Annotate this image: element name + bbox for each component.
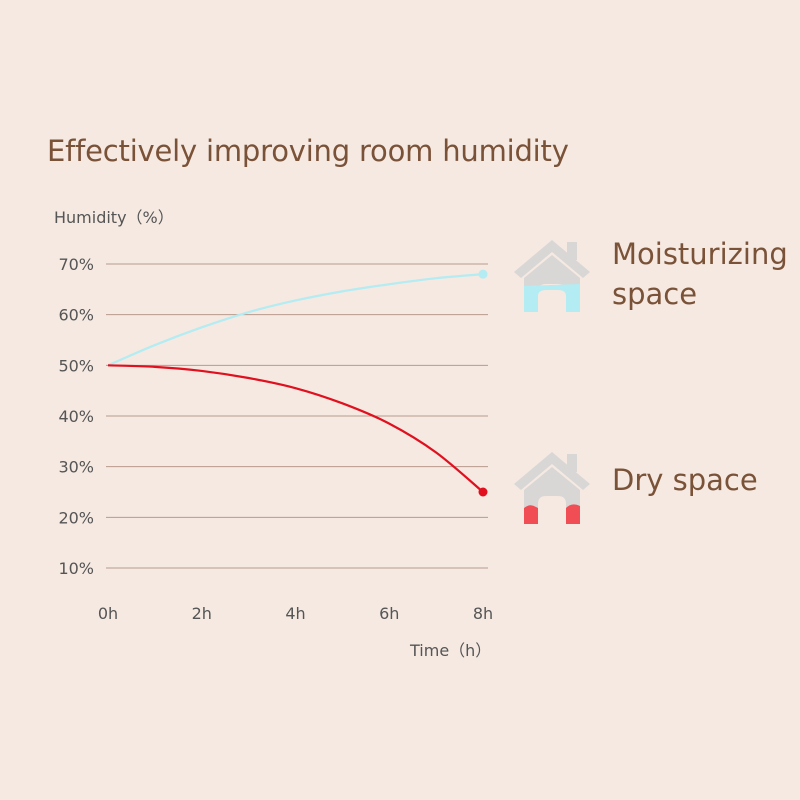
dry-end-point	[478, 487, 488, 497]
y-tick-label: 70%	[58, 255, 94, 274]
y-tick-label: 50%	[58, 356, 94, 375]
dry-house-icon	[510, 446, 594, 526]
x-tick-label: 0h	[98, 604, 118, 623]
y-tick-label: 40%	[58, 407, 94, 426]
moisturizing-end-point	[478, 269, 488, 279]
moisturizing-series-line	[107, 273, 484, 367]
x-tick-label: 6h	[379, 604, 399, 623]
chart-title: Effectively improving room humidity	[47, 134, 569, 168]
moisturizing-label: Moisturizing space	[612, 237, 788, 311]
x-axis-title: Time（h）	[410, 641, 492, 660]
x-tick-label: 4h	[285, 604, 305, 623]
y-tick-label: 20%	[58, 508, 94, 527]
y-axis-title: Humidity（%）	[54, 208, 174, 227]
x-tick-label: 2h	[192, 604, 212, 623]
y-tick-label: 60%	[58, 306, 94, 325]
x-tick-label: 8h	[473, 604, 493, 623]
dry-label: Dry space	[612, 463, 758, 497]
y-tick-label: 10%	[58, 559, 94, 578]
y-tick-label: 30%	[58, 458, 94, 477]
dry-series-line	[107, 364, 484, 493]
moisturizing-house-icon	[510, 234, 594, 314]
